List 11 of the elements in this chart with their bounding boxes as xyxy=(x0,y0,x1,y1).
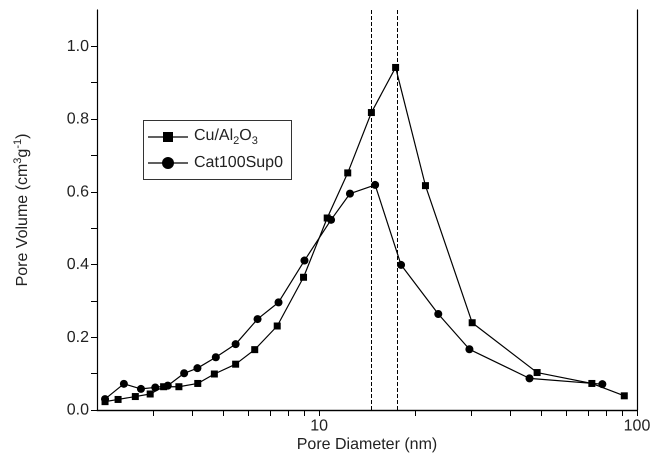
y-tick-label: 0.4 xyxy=(66,256,90,274)
y-tick-label: 0.2 xyxy=(66,328,90,346)
y-tick-label: 0.0 xyxy=(66,402,90,418)
y-tick-label: 0.8 xyxy=(66,110,90,128)
legend-label: Cat100Sup0 xyxy=(194,154,283,172)
x-tick-label: 10 xyxy=(310,418,328,434)
y-tick-label: 0.6 xyxy=(66,183,90,200)
x-tick-label: 100 xyxy=(624,418,650,434)
legend-label: Cu/Al$_{2}$O$_{3}$ xyxy=(194,126,258,148)
y-tick-label: 1.0 xyxy=(66,38,90,55)
x-axis-title: Pore Diameter (nm) xyxy=(296,436,438,454)
